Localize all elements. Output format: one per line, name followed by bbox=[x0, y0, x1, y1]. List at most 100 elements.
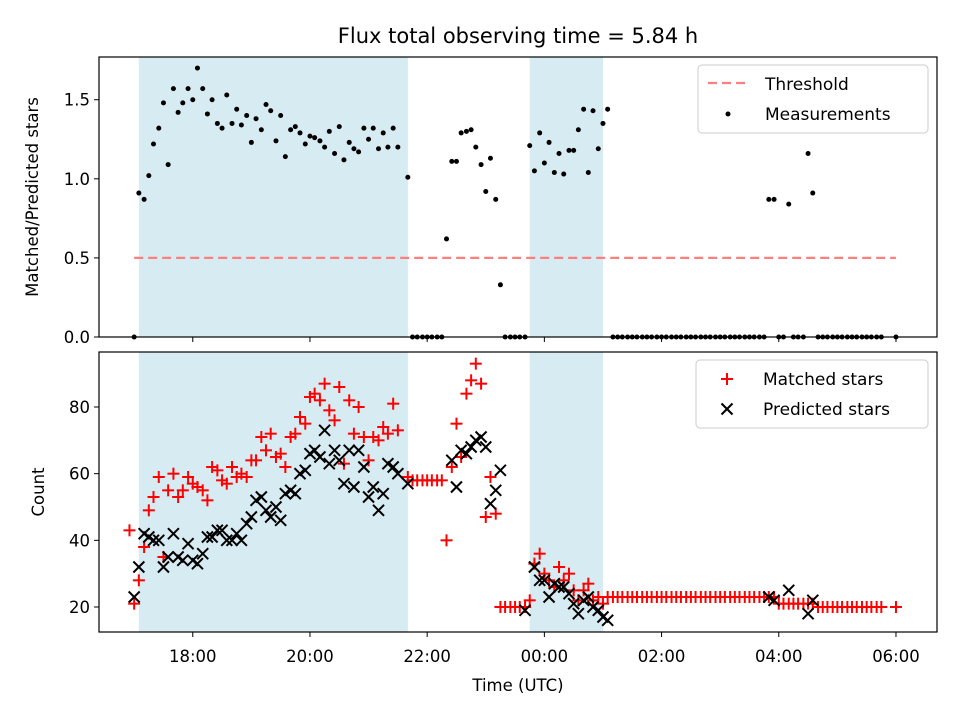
predicted-point bbox=[372, 504, 385, 517]
measurement-point bbox=[810, 190, 816, 196]
predicted-point bbox=[269, 500, 283, 514]
predicted-point bbox=[484, 497, 497, 510]
matched-point bbox=[440, 534, 453, 547]
matched-point bbox=[372, 434, 385, 447]
legend-matched-label: Matched stars bbox=[763, 370, 883, 390]
predicted-point-b bbox=[538, 574, 551, 587]
predicted-point-b bbox=[220, 534, 233, 547]
predicted-point bbox=[328, 444, 341, 457]
predicted-point bbox=[230, 527, 243, 540]
matched-point bbox=[313, 394, 326, 407]
measurement-point bbox=[302, 141, 308, 147]
measurement-point bbox=[390, 125, 396, 131]
matched-point bbox=[450, 417, 463, 430]
measurement-point bbox=[185, 86, 191, 92]
predicted-point bbox=[377, 487, 390, 500]
predicted-point bbox=[489, 484, 502, 497]
measurement-point bbox=[273, 138, 279, 144]
predicted-point-b bbox=[240, 517, 253, 530]
measurement-point bbox=[326, 128, 332, 134]
predicted-point bbox=[215, 524, 229, 537]
legend-matched-plus bbox=[721, 373, 733, 385]
measurement-point bbox=[238, 122, 244, 128]
matched-point bbox=[343, 394, 356, 407]
measurement-point bbox=[453, 158, 459, 164]
predicted-point-b bbox=[567, 597, 580, 610]
predicted-point-b bbox=[479, 440, 492, 454]
matched-point bbox=[479, 511, 492, 523]
measurement-point bbox=[600, 120, 606, 126]
matched-point bbox=[299, 417, 312, 430]
predicted-point bbox=[259, 504, 273, 517]
predicted-point-b bbox=[377, 487, 390, 500]
measurement-point bbox=[473, 144, 479, 150]
bottom-xtick-label-5: 04:00 bbox=[755, 647, 803, 666]
bottom-xtick-label-3: 00:00 bbox=[521, 647, 569, 666]
matched-point bbox=[176, 484, 189, 497]
predicted-point-b bbox=[274, 514, 287, 527]
predicted-point-b bbox=[215, 524, 229, 537]
measurement-point bbox=[268, 108, 274, 114]
predicted-point bbox=[542, 590, 556, 604]
matched-point bbox=[557, 574, 570, 587]
matched-point bbox=[533, 547, 546, 560]
predicted-point-b bbox=[308, 444, 321, 457]
predicted-point-b bbox=[352, 444, 365, 457]
measurement-point bbox=[214, 120, 220, 126]
predicted-point bbox=[401, 477, 415, 490]
predicted-point bbox=[235, 534, 248, 547]
measurement-point bbox=[160, 100, 166, 106]
measurement-point bbox=[595, 146, 601, 152]
predicted-point bbox=[201, 530, 214, 544]
predicted-point bbox=[367, 480, 380, 494]
measurement-point bbox=[483, 188, 489, 194]
measurement-point bbox=[332, 150, 338, 156]
top-ytick-label-2: 1.0 bbox=[64, 170, 90, 189]
measurement-point bbox=[175, 109, 181, 115]
matched-point bbox=[489, 507, 502, 520]
predicted-point bbox=[152, 534, 165, 547]
measurement-point bbox=[180, 100, 186, 106]
measurement-point bbox=[204, 111, 210, 117]
predicted-point-b bbox=[586, 600, 600, 614]
matched-point bbox=[123, 524, 136, 537]
predicted-point bbox=[191, 557, 204, 570]
matched-point bbox=[553, 561, 566, 573]
legend-predicted-cross bbox=[720, 402, 734, 416]
measurement-point bbox=[282, 154, 288, 160]
predicted-point-b bbox=[592, 604, 605, 617]
top-ylabel: Matched/Predicted stars bbox=[23, 97, 42, 297]
predicted-point bbox=[196, 547, 209, 560]
predicted-point-b bbox=[767, 594, 781, 607]
measurement-point bbox=[346, 139, 352, 145]
predicted-point-b bbox=[518, 604, 532, 617]
measurement-point bbox=[307, 133, 313, 139]
measurement-point bbox=[292, 124, 298, 130]
matched-point bbox=[172, 491, 185, 503]
matched-point bbox=[445, 461, 458, 473]
predicted-point-b bbox=[464, 440, 478, 454]
predicted-point bbox=[167, 527, 180, 540]
predicted-point-b bbox=[152, 534, 165, 547]
measurement-point bbox=[561, 171, 567, 177]
predicted-point bbox=[801, 607, 815, 620]
predicted-point-b bbox=[445, 454, 458, 467]
predicted-point bbox=[240, 517, 253, 530]
measurement-point bbox=[253, 116, 259, 122]
matched-point bbox=[596, 597, 609, 610]
matched-point bbox=[435, 474, 448, 487]
predicted-point-b bbox=[460, 447, 473, 460]
bottom-legend: Matched stars Predicted stars bbox=[695, 359, 929, 429]
legend-predicted-marker bbox=[720, 402, 734, 416]
matched-point bbox=[333, 381, 346, 393]
predicted-point bbox=[318, 424, 331, 437]
predicted-point-b bbox=[337, 477, 351, 490]
predicted-point bbox=[176, 554, 190, 567]
measurement-point bbox=[165, 162, 171, 168]
matched-point bbox=[323, 404, 336, 417]
predicted-point bbox=[211, 524, 224, 537]
predicted-point-b bbox=[132, 560, 146, 574]
predicted-point bbox=[494, 464, 507, 477]
predicted-point-b bbox=[245, 510, 258, 524]
predicted-point-b bbox=[347, 480, 361, 494]
